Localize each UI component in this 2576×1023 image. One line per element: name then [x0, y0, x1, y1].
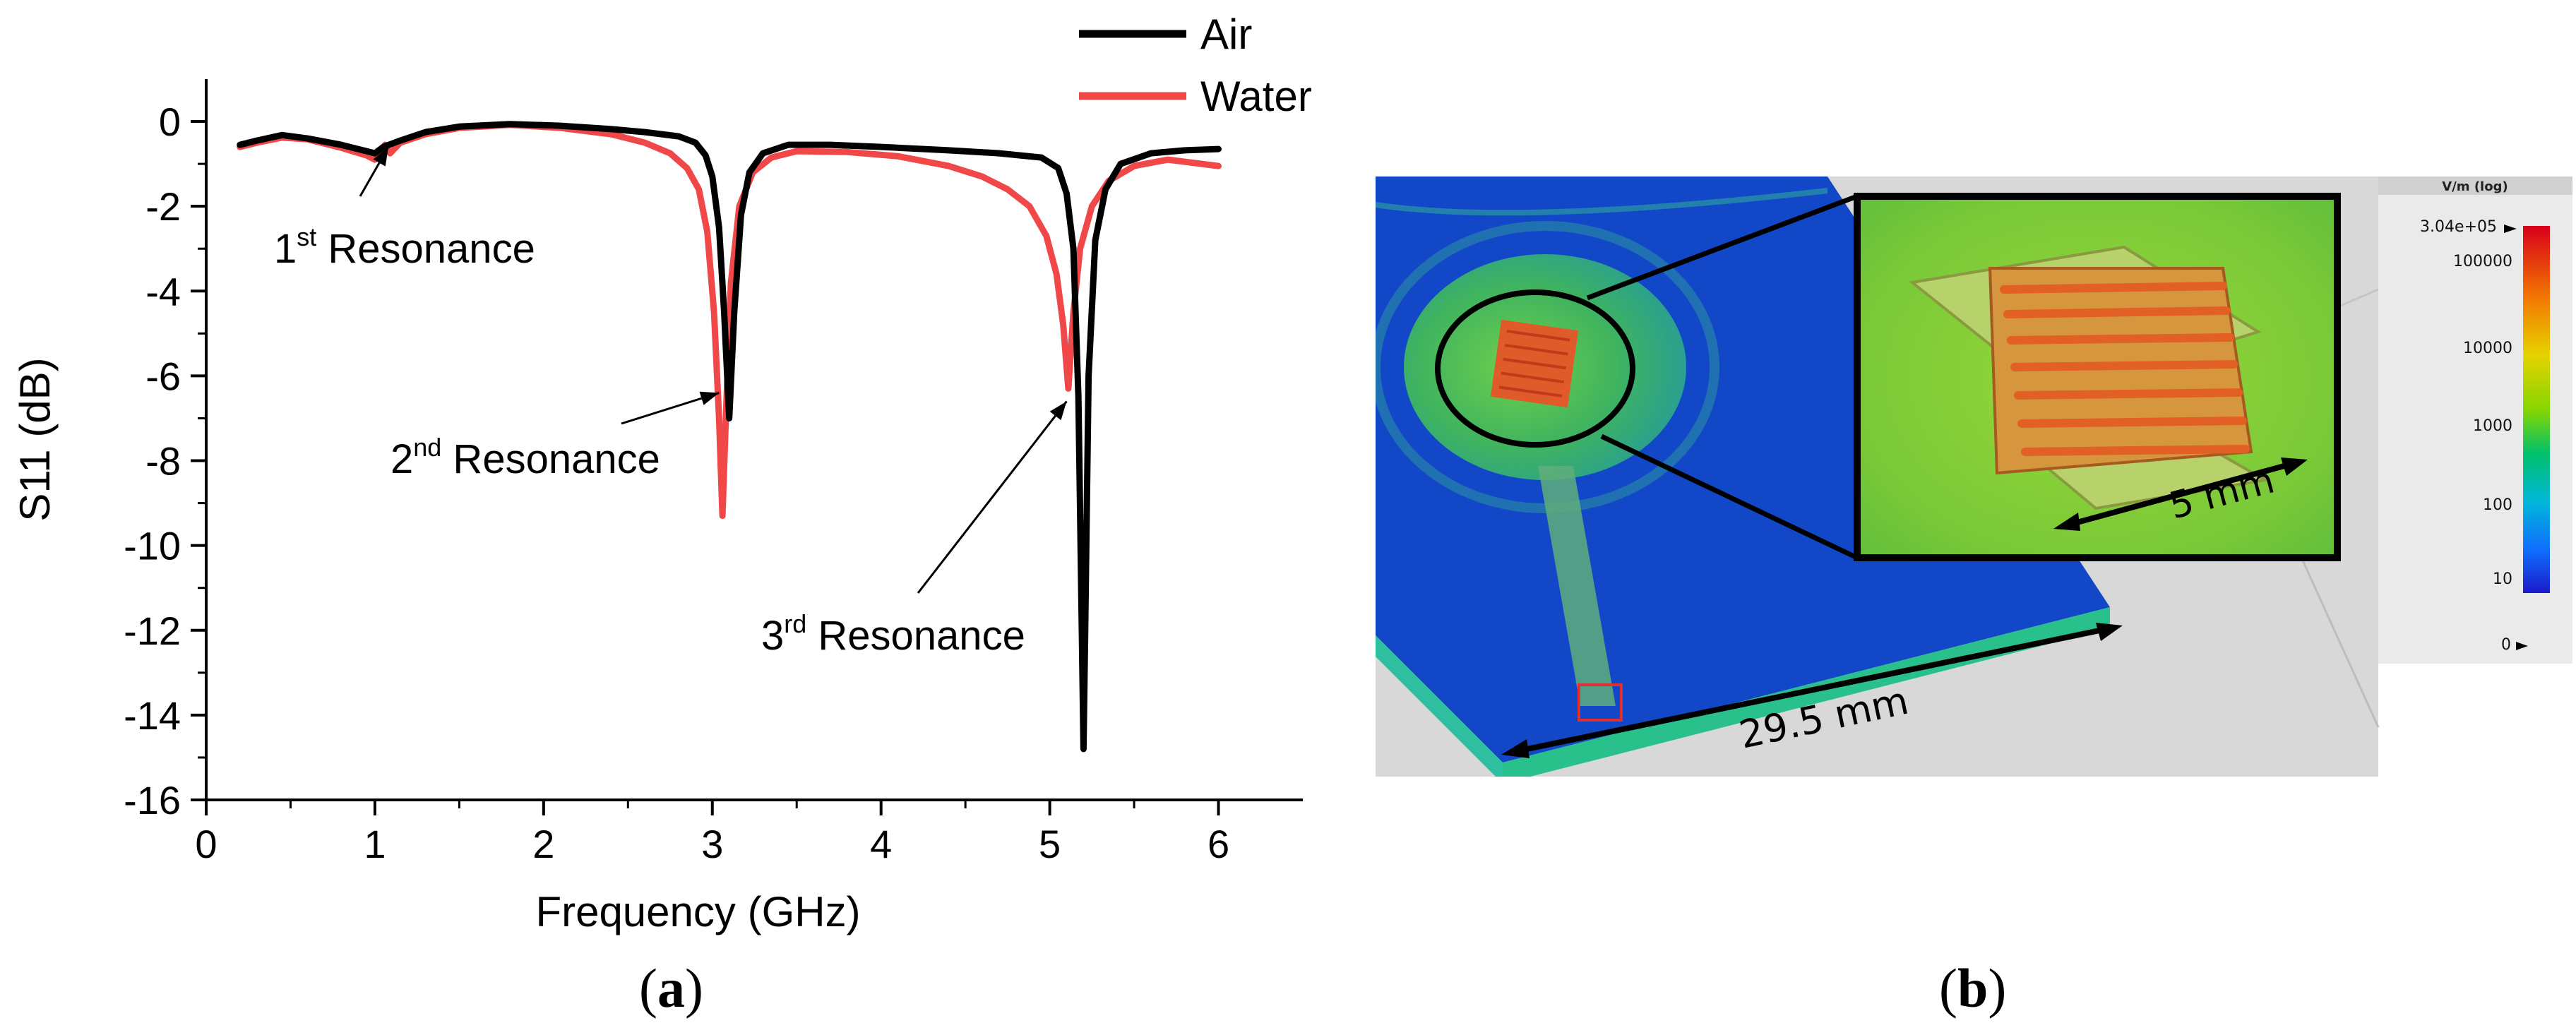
series-line-air — [237, 121, 1222, 753]
port — [1578, 683, 1623, 722]
caption-a: (a) — [639, 957, 703, 1019]
x-axis-title: Frequency (GHz) — [535, 888, 860, 935]
colorbar-tick-4: 10 — [2493, 570, 2512, 588]
main-dim-arrow-right — [2096, 623, 2123, 641]
feed-line — [1538, 466, 1616, 706]
y-tick-label-0: 0 — [159, 100, 181, 144]
main-dim-arrow-left — [1501, 739, 1530, 758]
inset-dim-arrow-left — [2053, 513, 2080, 531]
y-axis-title: S11 (dB) — [11, 357, 59, 521]
y-tick-label-7: -14 — [124, 693, 181, 738]
x-tick-label-3: 3 — [701, 822, 723, 866]
colorbar: V/m (log) 3.04e+05 100000 10000 1000 100… — [2378, 177, 2572, 664]
colorbar-unit: V/m (log) — [2442, 179, 2508, 194]
annotation-arrowhead-2 — [699, 391, 720, 405]
colorbar-tick-3: 100 — [2483, 496, 2512, 514]
x-tick-label-1: 1 — [364, 822, 386, 866]
y-tick-label-4: -8 — [145, 439, 181, 484]
colorbar-tick-5: 0 — [2501, 636, 2511, 654]
zoom-circle — [1435, 289, 1635, 448]
x-tick-label-0: 0 — [195, 822, 217, 866]
legend-label-air: Air — [1200, 11, 1252, 58]
colorbar-gradient — [2523, 226, 2550, 593]
colorbar-min-marker — [2516, 642, 2528, 650]
substrate-side-left — [1376, 635, 1503, 777]
resonator-lines — [1498, 330, 1570, 397]
legend: Air Water — [1079, 11, 1312, 120]
chart-plot-area: 0 1 2 3 4 5 6 0 -2 -4 -6 -8 -10 -12 -14 -16 Frequency (G… — [11, 11, 1312, 935]
zoom-line-top — [1586, 193, 1859, 301]
y-tick-label-6: -12 — [124, 609, 181, 653]
y-tick-label-2: -4 — [145, 269, 181, 313]
inset-dim-line — [2063, 460, 2298, 529]
annotation-arrowhead-3 — [1049, 401, 1067, 421]
annotation-arrow-3 — [917, 400, 1068, 594]
x-tick-label-4: 4 — [870, 822, 892, 866]
x-tick-label-2: 2 — [532, 822, 554, 866]
inset-resonator — [1988, 267, 2253, 475]
x-tick-label-5: 5 — [1039, 822, 1061, 866]
colorbar-tick-2: 1000 — [2473, 417, 2512, 435]
simulation-figure: 5 mm 29.5 mm V/m (log) 3.04e+05 100000 1… — [1376, 177, 2572, 777]
annotation-3: 3rd Resonance — [761, 609, 1025, 659]
annotation-1: 1st Resonance — [274, 222, 535, 272]
x-tick-label-6: 6 — [1208, 822, 1229, 866]
y-tick-label-8: -16 — [124, 778, 181, 822]
y-tick-label-5: -10 — [124, 524, 181, 568]
legend-label-water: Water — [1200, 73, 1312, 120]
main-dim-line — [1513, 626, 2111, 755]
colorbar-tick-1: 10000 — [2463, 340, 2512, 357]
colorbar-max-marker — [2504, 225, 2517, 233]
annotation-2: 2nd Resonance — [390, 433, 660, 482]
zoom-line-bottom — [1600, 433, 1859, 561]
field-edge — [1376, 188, 1828, 216]
caption-b: (b) — [1939, 957, 2007, 1019]
y-tick-label-3: -6 — [145, 354, 181, 398]
colorbar-max: 3.04e+05 — [2420, 218, 2497, 236]
colorbar-tick-0: 100000 — [2453, 253, 2512, 270]
y-tick-label-1: -2 — [145, 184, 181, 229]
series-line-water — [237, 121, 1222, 520]
s11-chart: 0 1 2 3 4 5 6 0 -2 -4 -6 -8 -10 -12 -14 -16 Frequency (G… — [11, 11, 1312, 935]
annotation-arrowhead-1 — [373, 147, 389, 167]
inset-dim-arrow-right — [2281, 457, 2308, 476]
pad-halo — [1376, 221, 1719, 513]
